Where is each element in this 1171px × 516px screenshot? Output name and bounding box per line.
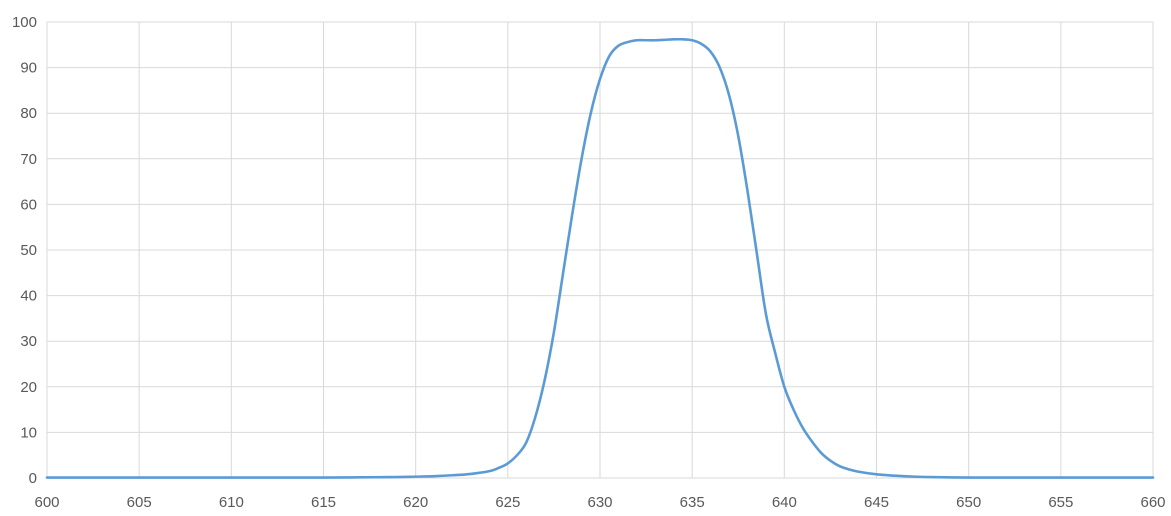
series-line <box>45 37 1155 479</box>
y-tick-label: 100 <box>12 14 37 31</box>
y-tick-label: 90 <box>20 60 37 77</box>
grid <box>46 21 1154 478</box>
x-tick-label: 640 <box>772 494 797 511</box>
y-tick-label: 60 <box>20 196 37 213</box>
y-tick-label: 0 <box>29 470 37 487</box>
x-tick-label: 660 <box>1140 494 1165 511</box>
x-tick-label: 615 <box>311 494 336 511</box>
x-tick-label: 635 <box>680 494 705 511</box>
x-tick-label: 605 <box>127 494 152 511</box>
x-tick-label: 630 <box>587 494 612 511</box>
y-tick-label: 20 <box>20 379 37 396</box>
y-tick-label: 30 <box>20 333 37 350</box>
x-tick-label: 645 <box>864 494 889 511</box>
y-tick-label: 40 <box>20 288 37 305</box>
x-tick-labels: 600 605 610 615 620 625 630 635 640 645 650 655 660 <box>34 494 1165 511</box>
x-tick-label: 610 <box>219 494 244 511</box>
x-tick-label: 625 <box>495 494 520 511</box>
x-tick-label: 600 <box>34 494 59 511</box>
y-tick-label: 50 <box>20 242 37 259</box>
x-tick-label: 620 <box>403 494 428 511</box>
y-tick-labels: 0 10 20 30 40 50 60 70 80 90 100 <box>12 14 37 487</box>
y-tick-label: 70 <box>20 151 37 168</box>
x-tick-label: 650 <box>956 494 981 511</box>
y-tick-label: 10 <box>20 424 37 441</box>
x-tick-label: 655 <box>1048 494 1073 511</box>
series-area <box>45 37 1155 479</box>
y-tick-label: 80 <box>20 105 37 122</box>
